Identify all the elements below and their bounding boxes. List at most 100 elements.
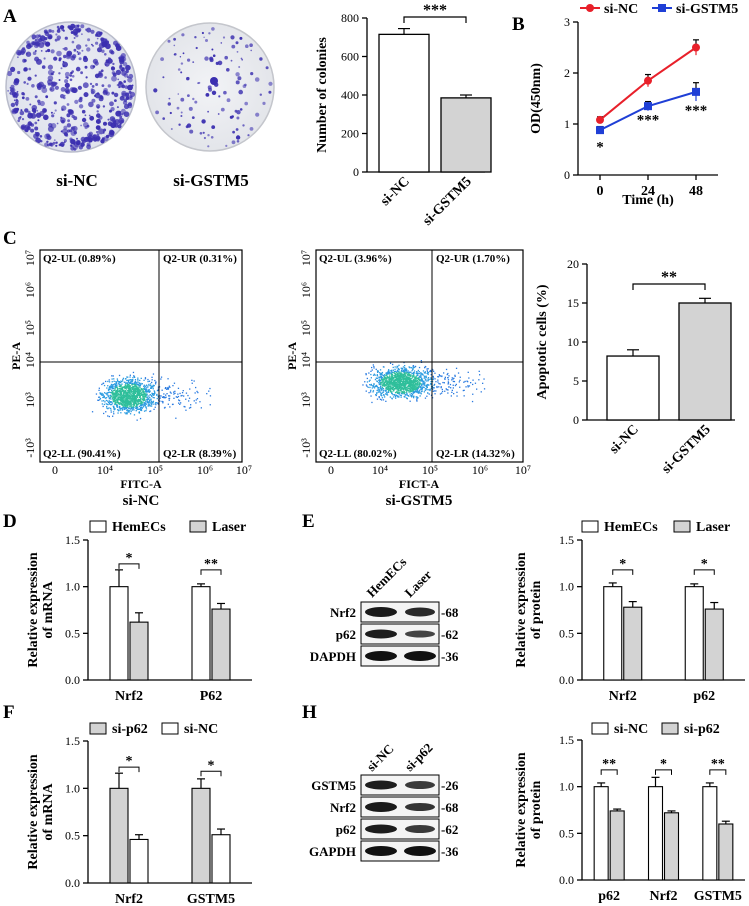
colony-dot <box>17 119 21 123</box>
event-dot <box>195 386 197 389</box>
event-dot <box>382 383 384 385</box>
event-dot <box>134 380 137 382</box>
event-dot <box>378 376 380 378</box>
event-dot <box>381 397 384 399</box>
bar <box>704 608 724 681</box>
panel-label-c: C <box>3 228 17 249</box>
event-dot <box>164 397 166 399</box>
event-dot <box>420 372 422 374</box>
event-dot <box>167 388 170 390</box>
event-dot <box>443 372 445 374</box>
event-dot <box>387 371 389 373</box>
event-dot <box>402 388 404 390</box>
event-dot <box>388 377 390 379</box>
event-dot <box>120 380 122 382</box>
event-dot <box>419 375 421 377</box>
event-dot <box>145 408 148 410</box>
event-dot <box>132 397 134 400</box>
event-dot <box>388 378 391 380</box>
event-dot <box>396 379 398 382</box>
colony-dot <box>109 57 112 60</box>
data-point <box>644 102 652 111</box>
event-dot <box>135 391 137 393</box>
colony-dot <box>131 84 134 87</box>
colony-dot <box>255 112 260 117</box>
event-dot <box>116 406 118 408</box>
event-dot <box>389 390 392 392</box>
colony-dot <box>162 117 165 120</box>
colony-dot <box>87 132 92 138</box>
significance-bracket <box>403 16 467 23</box>
event-dot <box>397 391 399 394</box>
event-dot <box>149 394 151 396</box>
event-dot <box>131 383 134 385</box>
colony-dot <box>66 113 71 118</box>
y-axis-label: OD(450nm) <box>529 63 544 134</box>
y-tick: 10⁵ <box>23 320 37 336</box>
event-dot <box>138 387 140 389</box>
event-dot <box>405 370 407 372</box>
event-dot <box>144 377 147 379</box>
event-dot <box>118 384 120 386</box>
colony-dot <box>75 28 80 33</box>
colony-dot <box>25 97 30 101</box>
event-dot <box>413 397 415 399</box>
y-tick: 10⁷ <box>299 250 313 266</box>
event-dot <box>139 390 141 392</box>
colony-dot <box>61 105 67 111</box>
event-dot <box>113 409 115 411</box>
colony-dot <box>63 94 66 97</box>
colony-dot <box>38 42 45 48</box>
event-dot <box>138 385 140 387</box>
event-dot <box>172 385 174 387</box>
colony-dot <box>204 56 209 61</box>
event-dot <box>421 389 423 391</box>
event-dot <box>404 368 407 371</box>
event-dot <box>133 397 136 399</box>
event-dot <box>131 406 133 408</box>
event-dot <box>389 378 391 381</box>
colony-dot <box>122 112 125 115</box>
event-dot <box>105 411 107 413</box>
colony-dot <box>111 71 116 75</box>
event-dot <box>156 389 159 392</box>
colony-dot <box>77 140 81 144</box>
event-dot <box>388 376 390 378</box>
event-dot <box>119 402 122 404</box>
event-dot <box>408 379 410 382</box>
event-dot <box>433 387 435 389</box>
event-dot <box>398 393 400 395</box>
event-dot <box>128 404 131 406</box>
event-dot <box>137 406 139 408</box>
event-dot <box>138 382 140 384</box>
colony-dot <box>118 81 123 85</box>
event-dot <box>385 388 388 390</box>
event-dot <box>125 393 128 396</box>
event-dot <box>416 380 418 383</box>
event-dot <box>137 380 139 382</box>
event-dot <box>146 387 148 389</box>
x-tick-label: 48 <box>689 184 703 199</box>
bar <box>718 823 734 881</box>
event-dot <box>411 396 413 398</box>
event-dot <box>132 403 134 405</box>
colony-dot <box>96 133 100 137</box>
colony-dot <box>95 104 101 109</box>
event-dot <box>376 398 379 400</box>
event-dot <box>113 387 115 389</box>
event-dot <box>121 388 123 390</box>
event-dot <box>127 390 129 392</box>
event-dot <box>131 388 133 390</box>
event-dot <box>472 393 474 395</box>
event-dot <box>144 378 147 380</box>
event-dot <box>152 394 154 396</box>
event-dot <box>116 383 118 385</box>
event-dot <box>126 413 128 415</box>
event-dot <box>383 374 386 376</box>
event-dot <box>142 397 144 400</box>
colony-dot <box>82 56 89 63</box>
event-dot <box>369 379 371 381</box>
event-dot <box>143 403 146 405</box>
event-dot <box>459 386 461 388</box>
